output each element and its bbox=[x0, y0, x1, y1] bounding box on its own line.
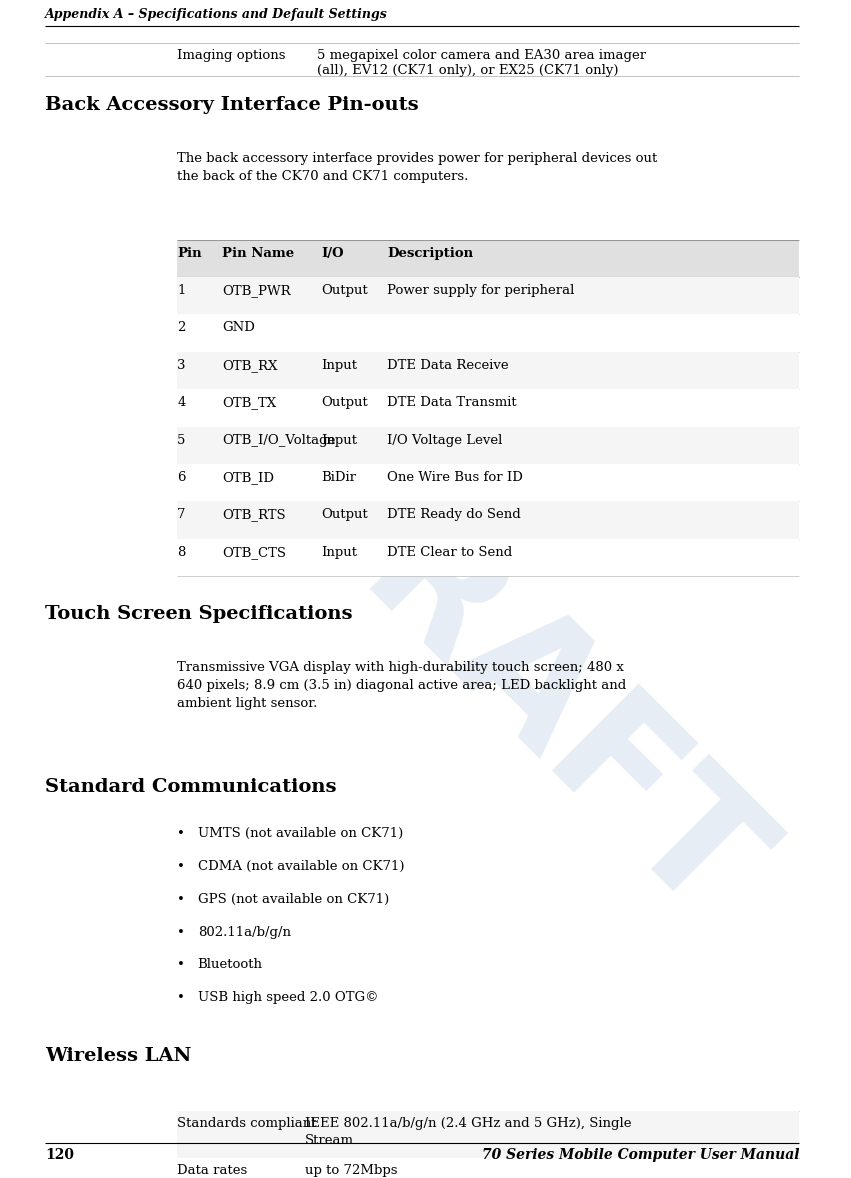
Text: UMTS (not available on CK71): UMTS (not available on CK71) bbox=[197, 827, 403, 840]
Text: Standards compliant: Standards compliant bbox=[177, 1117, 317, 1130]
Text: 8: 8 bbox=[177, 545, 186, 558]
FancyBboxPatch shape bbox=[177, 277, 799, 315]
Text: IEEE 802.11a/b/g/n (2.4 GHz and 5 GHz), Single
Stream: IEEE 802.11a/b/g/n (2.4 GHz and 5 GHz), … bbox=[305, 1117, 631, 1147]
Text: OTB_PWR: OTB_PWR bbox=[222, 284, 291, 297]
Text: OTB_RX: OTB_RX bbox=[222, 359, 277, 372]
Text: GPS (not available on CK71): GPS (not available on CK71) bbox=[197, 893, 389, 906]
Text: I/O Voltage Level: I/O Voltage Level bbox=[387, 434, 503, 446]
Text: 120: 120 bbox=[45, 1147, 74, 1162]
Text: BiDir: BiDir bbox=[322, 471, 357, 484]
Text: Standard Communications: Standard Communications bbox=[45, 779, 337, 796]
Text: OTB_CTS: OTB_CTS bbox=[222, 545, 287, 558]
Text: DTE Data Receive: DTE Data Receive bbox=[387, 359, 509, 372]
Text: Bluetooth: Bluetooth bbox=[197, 958, 263, 972]
Text: 70 Series Mobile Computer User Manual: 70 Series Mobile Computer User Manual bbox=[482, 1147, 799, 1162]
Text: •: • bbox=[177, 926, 185, 939]
Text: Pin Name: Pin Name bbox=[222, 246, 294, 259]
FancyBboxPatch shape bbox=[177, 1158, 799, 1178]
Text: CDMA (not available on CK71): CDMA (not available on CK71) bbox=[197, 860, 404, 873]
FancyBboxPatch shape bbox=[177, 239, 799, 277]
Text: Pin: Pin bbox=[177, 246, 202, 259]
Text: The back accessory interface provides power for peripheral devices out
the back : The back accessory interface provides po… bbox=[177, 152, 657, 183]
FancyBboxPatch shape bbox=[177, 352, 799, 389]
Text: 5: 5 bbox=[177, 434, 186, 446]
Text: Power supply for peripheral: Power supply for peripheral bbox=[387, 284, 574, 297]
FancyBboxPatch shape bbox=[177, 389, 799, 426]
Text: Wireless LAN: Wireless LAN bbox=[45, 1047, 191, 1065]
Text: Input: Input bbox=[322, 359, 357, 372]
Text: 4: 4 bbox=[177, 396, 186, 409]
Text: DTE Clear to Send: DTE Clear to Send bbox=[387, 545, 512, 558]
Text: Appendix A – Specifications and Default Settings: Appendix A – Specifications and Default … bbox=[45, 8, 388, 21]
Text: 6: 6 bbox=[177, 471, 186, 484]
FancyBboxPatch shape bbox=[177, 426, 799, 464]
Text: One Wire Bus for ID: One Wire Bus for ID bbox=[387, 471, 523, 484]
FancyBboxPatch shape bbox=[177, 315, 799, 352]
FancyBboxPatch shape bbox=[177, 464, 799, 502]
Text: DRAFT: DRAFT bbox=[233, 399, 789, 955]
Text: 802.11a/b/g/n: 802.11a/b/g/n bbox=[197, 926, 291, 939]
Text: •: • bbox=[177, 860, 185, 873]
Text: Output: Output bbox=[322, 396, 368, 409]
Text: Output: Output bbox=[322, 284, 368, 297]
Text: Description: Description bbox=[387, 246, 473, 259]
Text: I/O: I/O bbox=[322, 246, 344, 259]
Text: Input: Input bbox=[322, 434, 357, 446]
Text: GND: GND bbox=[222, 322, 255, 335]
FancyBboxPatch shape bbox=[177, 502, 799, 538]
Text: 7: 7 bbox=[177, 509, 186, 522]
FancyBboxPatch shape bbox=[177, 1111, 799, 1158]
Text: 2: 2 bbox=[177, 322, 186, 335]
Text: up to 72Mbps: up to 72Mbps bbox=[305, 1164, 397, 1177]
Text: Touch Screen Specifications: Touch Screen Specifications bbox=[45, 605, 353, 623]
Text: Input: Input bbox=[322, 545, 357, 558]
Text: Data rates: Data rates bbox=[177, 1164, 248, 1177]
Text: USB high speed 2.0 OTG©: USB high speed 2.0 OTG© bbox=[197, 991, 378, 1004]
Text: Output: Output bbox=[322, 509, 368, 522]
Text: OTB_ID: OTB_ID bbox=[222, 471, 274, 484]
Text: 3: 3 bbox=[177, 359, 186, 372]
Text: 1: 1 bbox=[177, 284, 186, 297]
Text: Back Accessory Interface Pin-outs: Back Accessory Interface Pin-outs bbox=[45, 95, 419, 114]
Text: DTE Data Transmit: DTE Data Transmit bbox=[387, 396, 517, 409]
Text: •: • bbox=[177, 991, 185, 1004]
Text: OTB_I/O_Voltage: OTB_I/O_Voltage bbox=[222, 434, 336, 446]
Text: OTB_TX: OTB_TX bbox=[222, 396, 277, 409]
Text: Imaging options: Imaging options bbox=[177, 49, 286, 62]
Text: 5 megapixel color camera and EA30 area imager
(all), EV12 (CK71 only), or EX25 (: 5 megapixel color camera and EA30 area i… bbox=[317, 49, 646, 77]
Text: Transmissive VGA display with high-durability touch screen; 480 x
640 pixels; 8.: Transmissive VGA display with high-durab… bbox=[177, 661, 626, 710]
FancyBboxPatch shape bbox=[177, 538, 799, 576]
Text: DTE Ready do Send: DTE Ready do Send bbox=[387, 509, 521, 522]
Text: OTB_RTS: OTB_RTS bbox=[222, 509, 286, 522]
Text: •: • bbox=[177, 827, 185, 840]
Text: •: • bbox=[177, 958, 185, 972]
Text: •: • bbox=[177, 893, 185, 906]
